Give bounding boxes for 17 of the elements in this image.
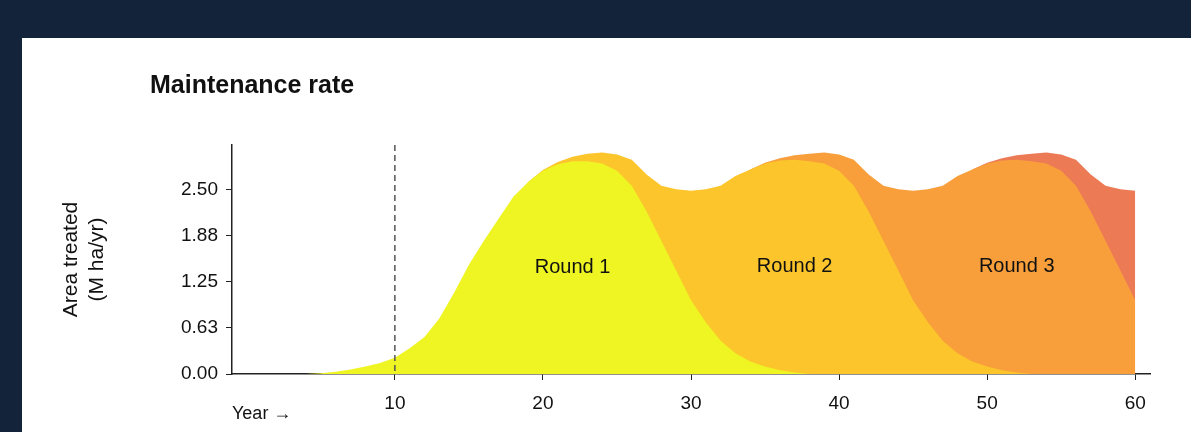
y-tick-label: 1.25 xyxy=(181,269,218,291)
series-label: Round 2 xyxy=(756,253,833,276)
x-tick-label: 40 xyxy=(828,391,850,413)
y-tick-label: 0.00 xyxy=(181,362,218,384)
y-axis-title: Area treated (M ha/yr) xyxy=(58,201,107,318)
x-tick-label: 10 xyxy=(384,391,406,413)
x-tick-label: 30 xyxy=(680,391,702,413)
x-axis-title: Year → xyxy=(232,402,292,423)
chart-title: Maintenance rate xyxy=(150,70,355,99)
x-tick-label: 50 xyxy=(976,391,998,413)
x-tick-label: 60 xyxy=(1124,391,1146,413)
y-tick-label: 2.50 xyxy=(181,177,218,199)
series-label: Round 3 xyxy=(978,253,1055,276)
y-tick-label: 1.88 xyxy=(181,223,218,245)
y-tick-label: 0.63 xyxy=(181,316,218,338)
x-tick-label: 20 xyxy=(532,391,554,413)
series-label: Round 1 xyxy=(534,255,611,278)
